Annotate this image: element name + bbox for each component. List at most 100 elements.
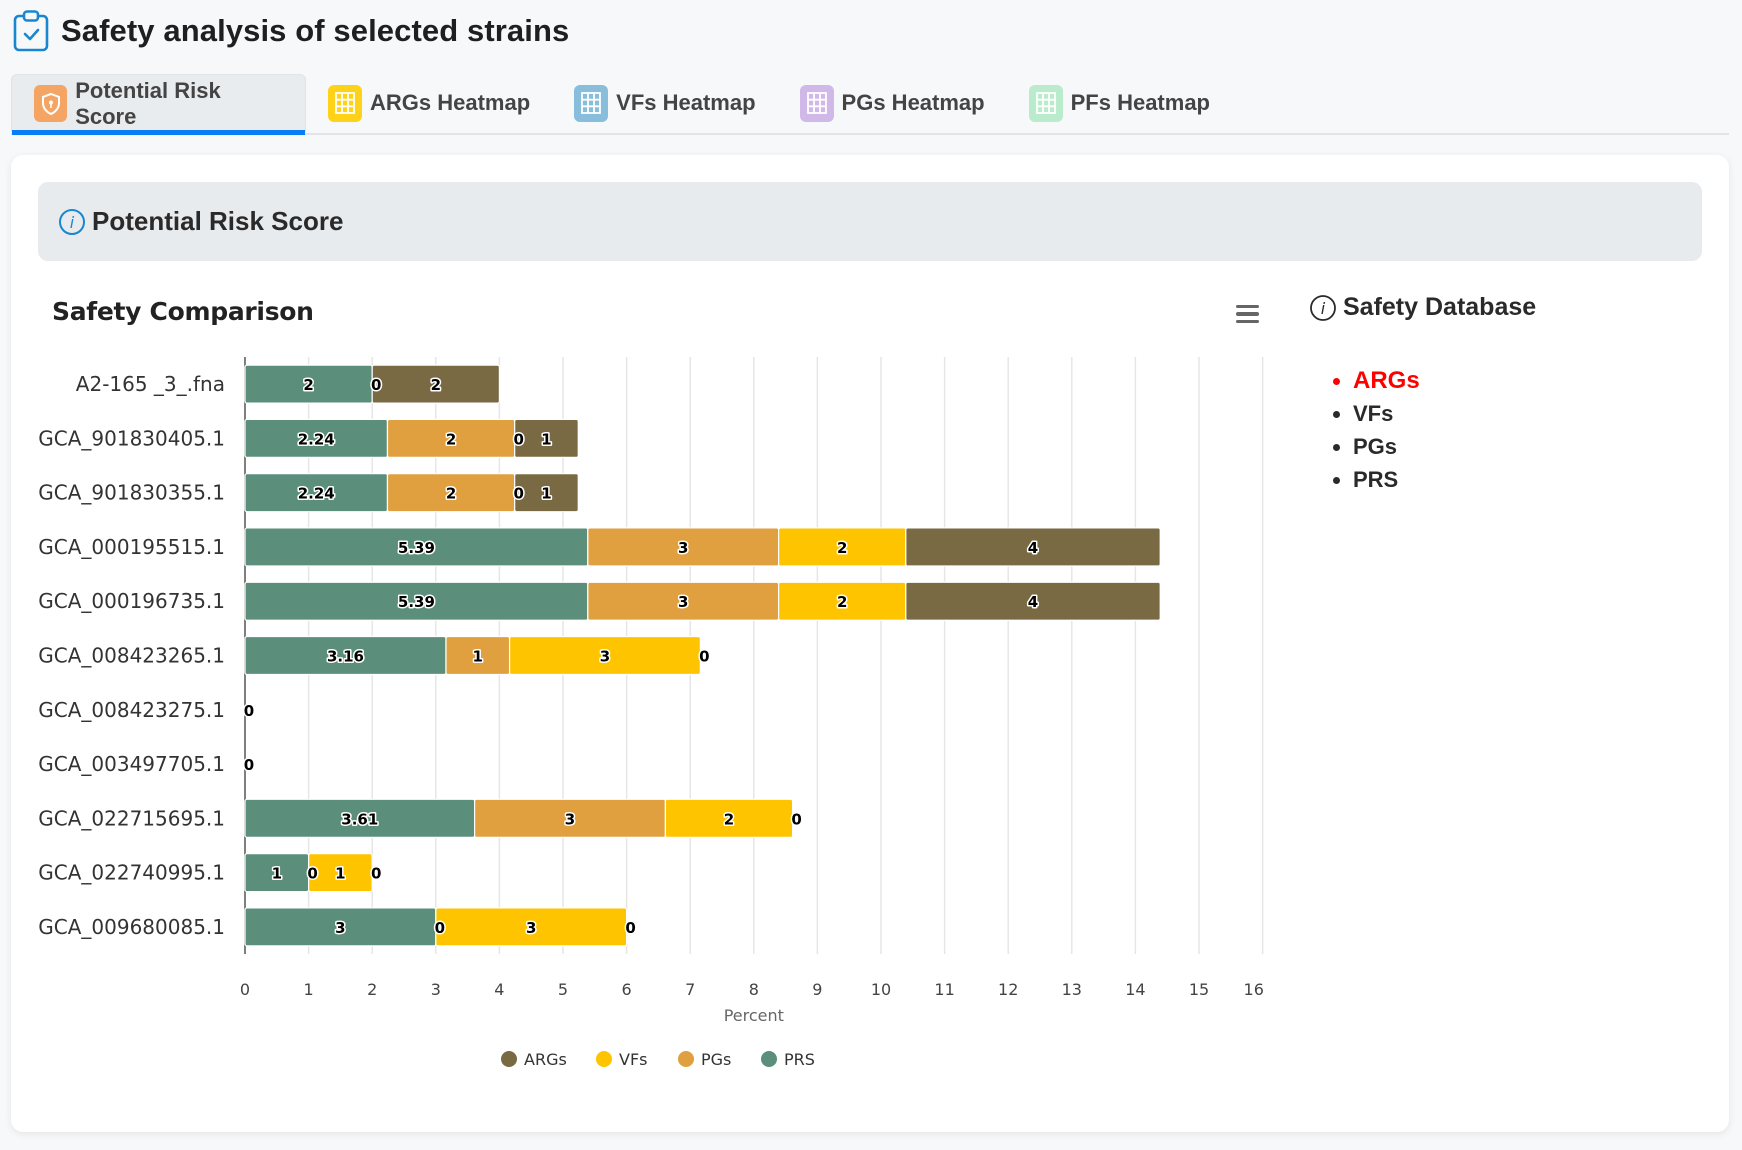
bar-segment-args[interactable] bbox=[514, 473, 579, 513]
category-label: GCA_022740995.1 bbox=[38, 861, 225, 885]
data-label: 2 bbox=[431, 376, 441, 394]
x-tick-label: 11 bbox=[934, 980, 954, 999]
chart-title: Safety Comparison bbox=[52, 297, 314, 326]
x-tick-label: 13 bbox=[1062, 980, 1082, 999]
data-label: 2 bbox=[724, 810, 734, 828]
category-label: GCA_022715695.1 bbox=[38, 806, 225, 830]
legend-marker-vfs[interactable] bbox=[596, 1051, 612, 1067]
database-item-pgs[interactable]: PGs bbox=[1331, 430, 1689, 463]
data-label: 3 bbox=[678, 539, 688, 557]
legend-label[interactable]: ARGs bbox=[524, 1050, 567, 1069]
legend-label[interactable]: VFs bbox=[619, 1050, 647, 1069]
tab-label: PFs Heatmap bbox=[1070, 90, 1210, 115]
legend-marker-pgs[interactable] bbox=[678, 1051, 694, 1067]
x-tick-label: 3 bbox=[431, 980, 441, 999]
side-title: i Safety Database bbox=[1309, 293, 1689, 322]
data-label: 0 bbox=[435, 919, 445, 937]
category-label: GCA_003497705.1 bbox=[38, 752, 225, 776]
data-label: 3 bbox=[335, 919, 345, 937]
database-item-args[interactable]: ARGs bbox=[1331, 364, 1689, 397]
legend-marker-prs[interactable] bbox=[761, 1051, 777, 1067]
hamburger-menu-icon[interactable] bbox=[1232, 301, 1262, 327]
legend-label[interactable]: PGs bbox=[701, 1050, 731, 1069]
bar-segment-args[interactable] bbox=[905, 581, 1161, 621]
content-card: i Potential Risk Score Safety Comparison… bbox=[11, 155, 1729, 1132]
legend-label[interactable]: PRS bbox=[784, 1050, 815, 1069]
data-label: 2 bbox=[837, 539, 847, 557]
category-label: GCA_901830405.1 bbox=[38, 426, 225, 450]
category-label: GCA_008423265.1 bbox=[38, 644, 225, 668]
bar-segment-args[interactable] bbox=[514, 418, 579, 459]
data-label: 5.39 bbox=[398, 539, 435, 557]
bar-segment-vfs[interactable] bbox=[664, 798, 794, 838]
grid-icon bbox=[574, 84, 609, 122]
svg-text:i: i bbox=[1321, 299, 1326, 318]
x-tick-label: 9 bbox=[812, 980, 822, 999]
data-label: 0 bbox=[371, 376, 381, 394]
data-label: 3 bbox=[678, 593, 688, 611]
data-label: 3.16 bbox=[327, 648, 364, 666]
x-tick-label: 12 bbox=[998, 980, 1018, 999]
data-label: 3 bbox=[600, 648, 610, 666]
data-label: 3 bbox=[526, 919, 536, 937]
x-tick-label: 6 bbox=[622, 980, 632, 999]
data-label: 1 bbox=[473, 648, 483, 666]
data-label: 0 bbox=[791, 810, 801, 828]
info-icon: i bbox=[1310, 294, 1336, 321]
data-label: 2 bbox=[837, 593, 847, 611]
safety-database-title: Safety Database bbox=[1343, 293, 1537, 321]
data-label: 1 bbox=[541, 430, 551, 448]
data-label: 0 bbox=[625, 919, 635, 937]
x-axis-label: Percent bbox=[724, 1006, 784, 1025]
data-label: 0 bbox=[513, 485, 523, 503]
data-label: 3 bbox=[565, 810, 575, 828]
data-label: 2 bbox=[446, 485, 456, 503]
tab-label: VFs Heatmap bbox=[616, 90, 756, 115]
tab-potential-risk-score[interactable]: Potential Risk Score bbox=[11, 74, 306, 135]
x-tick-label: 1 bbox=[304, 980, 314, 999]
data-label: 3.61 bbox=[341, 810, 378, 828]
category-label: GCA_000195515.1 bbox=[38, 535, 225, 559]
x-tick-label: 5 bbox=[558, 980, 568, 999]
x-tick-label: 15 bbox=[1189, 980, 1209, 999]
bar-segment-vfs[interactable] bbox=[308, 852, 373, 893]
tab-pfs-heatmap[interactable]: PFs Heatmap bbox=[1007, 74, 1232, 132]
shield-lock-icon bbox=[34, 85, 68, 122]
tab-pgs-heatmap[interactable]: PGs Heatmap bbox=[778, 74, 1007, 132]
database-item-prs[interactable]: PRS bbox=[1331, 463, 1689, 496]
data-label: 2 bbox=[303, 376, 313, 394]
database-item-vfs[interactable]: VFs bbox=[1331, 397, 1689, 430]
bar-segment-args[interactable] bbox=[905, 527, 1161, 567]
tab-vfs-heatmap[interactable]: VFs Heatmap bbox=[552, 74, 777, 132]
data-label: 0 bbox=[699, 648, 709, 666]
panel-header: i Potential Risk Score bbox=[38, 182, 1702, 261]
bar-segment-args[interactable] bbox=[371, 364, 501, 404]
grid-icon bbox=[1028, 84, 1063, 122]
x-tick-label: 0 bbox=[240, 980, 250, 999]
data-label: 1 bbox=[272, 865, 282, 883]
tab-label: ARGs Heatmap bbox=[370, 90, 531, 115]
page-title: Safety analysis of selected strains bbox=[61, 13, 570, 48]
info-icon: i bbox=[59, 208, 85, 235]
legend-marker-args[interactable] bbox=[501, 1051, 517, 1067]
panel-title: Potential Risk Score bbox=[92, 206, 344, 236]
data-label: 2 bbox=[446, 430, 456, 448]
data-label: 0 bbox=[244, 756, 254, 774]
bar-segment-vfs[interactable] bbox=[435, 907, 628, 947]
grid-icon bbox=[799, 84, 834, 122]
data-label: 2.24 bbox=[298, 430, 335, 448]
data-label: 0 bbox=[513, 430, 523, 448]
category-label: GCA_008423275.1 bbox=[38, 698, 225, 722]
x-tick-label: 8 bbox=[749, 980, 759, 999]
tab-label: Potential Risk Score bbox=[75, 77, 221, 129]
tab-bar: Potential Risk Score ARGs Heatmap VFs He… bbox=[11, 74, 1729, 135]
category-label: GCA_901830355.1 bbox=[38, 481, 225, 505]
bar-segment-vfs[interactable] bbox=[508, 635, 701, 676]
data-label: 0 bbox=[307, 865, 317, 883]
safety-database-panel: i Safety Database ARGs VFs PGs PRS bbox=[1309, 293, 1689, 496]
data-label: 4 bbox=[1028, 539, 1038, 557]
category-label: GCA_000196735.1 bbox=[38, 589, 225, 613]
data-label: 4 bbox=[1028, 593, 1038, 611]
tab-args-heatmap[interactable]: ARGs Heatmap bbox=[306, 74, 552, 132]
